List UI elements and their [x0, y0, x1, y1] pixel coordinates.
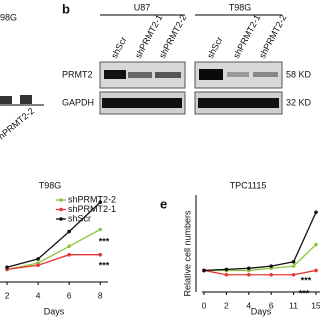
series-line: [204, 244, 317, 272]
fragment-label: hPRMT2-2: [0, 106, 36, 142]
data-point: [36, 263, 40, 268]
data-point: [269, 264, 274, 268]
legend-label: shPRMT2-2: [68, 194, 116, 204]
x-tick-label: 0: [202, 300, 207, 310]
data-point: [98, 252, 103, 257]
series-line: [6, 254, 101, 271]
band: [199, 69, 223, 80]
data-point: [314, 242, 318, 247]
data-point: [291, 272, 296, 277]
data-point: [98, 200, 103, 204]
band: [198, 98, 279, 108]
data-point: [314, 210, 318, 215]
lane-label: shPRMT2-2: [257, 13, 288, 60]
x-tick-label: 4: [246, 300, 251, 310]
data-point: [247, 266, 251, 271]
protein-label: PRMT2: [62, 69, 93, 79]
y-axis-label: Relative cell numbers: [182, 210, 192, 297]
panel-label: e: [160, 196, 167, 211]
bar-fragment: [0, 96, 12, 104]
legend-swatch: [59, 217, 63, 221]
chart-title: T98G: [39, 180, 62, 190]
band: [155, 72, 181, 78]
x-tick-label: 15: [311, 300, 320, 310]
legend-swatch: [59, 207, 63, 212]
protein-label: GAPDH: [62, 97, 94, 107]
data-point: [224, 272, 229, 277]
data-point: [5, 265, 9, 270]
x-axis-label: Days: [44, 306, 65, 316]
group-label: T98G: [229, 2, 252, 12]
legend-swatch: [59, 198, 63, 202]
lane-label: shScr: [205, 35, 225, 60]
x-tick-label: 6: [67, 290, 72, 300]
band: [104, 70, 126, 79]
x-tick-label: 8: [98, 290, 103, 300]
data-point: [98, 227, 103, 232]
x-tick-label: 6: [269, 300, 274, 310]
series-line: [6, 228, 101, 271]
band: [253, 72, 278, 77]
data-point: [224, 267, 229, 272]
chart-title: TPC1115: [230, 180, 267, 190]
size-label: 58 KD: [286, 69, 312, 79]
panel-label: b: [62, 1, 70, 16]
x-tick-label: 11: [289, 300, 298, 310]
data-point: [269, 272, 274, 277]
band: [128, 72, 152, 78]
band: [102, 98, 182, 108]
annotation: ***: [299, 288, 310, 298]
legend-label: shPRMT2-1: [68, 204, 116, 214]
data-point: [67, 252, 71, 257]
annotation: ***: [99, 236, 110, 246]
data-point: [314, 268, 318, 273]
group-label: U87: [134, 2, 151, 12]
data-point: [36, 257, 40, 261]
bar-fragment: [20, 95, 32, 104]
data-point: [202, 268, 206, 273]
lane-label: shScr: [109, 35, 129, 60]
x-axis-label: Days: [251, 306, 272, 316]
data-point: [291, 260, 296, 264]
data-point: [247, 272, 251, 277]
size-label: 32 KD: [286, 97, 312, 107]
data-point: [67, 244, 71, 249]
data-point: [291, 264, 296, 268]
band: [227, 72, 249, 77]
fragment-label: 98G: [0, 12, 17, 22]
series-line: [203, 211, 317, 272]
x-tick-label: 2: [5, 290, 10, 300]
x-tick-label: 4: [36, 290, 41, 300]
annotation: ***: [99, 260, 110, 270]
annotation: ***: [301, 275, 312, 285]
legend-label: shScr: [68, 213, 91, 223]
data-point: [67, 229, 71, 234]
series-line: [6, 201, 101, 268]
x-tick-label: 2: [224, 300, 229, 310]
series-line: [203, 269, 317, 276]
